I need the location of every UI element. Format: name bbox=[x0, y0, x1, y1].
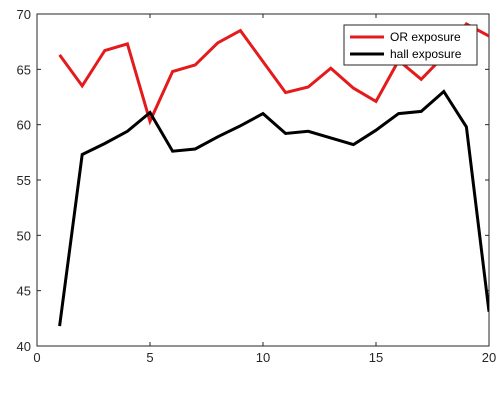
y-tick-label: 65 bbox=[17, 62, 31, 77]
x-axis-ticks: 0 5 10 15 20 bbox=[33, 14, 496, 365]
plot-frame bbox=[36, 13, 490, 347]
y-tick-label: 50 bbox=[17, 228, 31, 243]
x-tick-label: 20 bbox=[482, 350, 496, 365]
legend-label: hall exposure bbox=[390, 47, 462, 61]
x-tick-label: 5 bbox=[146, 350, 153, 365]
x-tick-label: 15 bbox=[369, 350, 383, 365]
y-tick-label: 40 bbox=[17, 339, 31, 354]
y-tick-label: 60 bbox=[17, 118, 31, 133]
legend-box bbox=[343, 24, 478, 66]
series-line-or-exposure bbox=[58, 22, 489, 126]
plot-area bbox=[36, 13, 490, 347]
y-tick-label: 70 bbox=[17, 7, 31, 22]
y-tick-label: 45 bbox=[17, 284, 31, 299]
y-axis-ticks: 40 45 50 55 60 65 70 bbox=[17, 7, 489, 354]
x-tick-label: 10 bbox=[256, 350, 270, 365]
series-line-hall-exposure bbox=[58, 89, 489, 327]
legend: OR exposure hall exposure bbox=[343, 24, 478, 66]
legend-label: OR exposure bbox=[390, 30, 461, 44]
y-tick-label: 55 bbox=[17, 173, 31, 188]
x-tick-label: 0 bbox=[33, 350, 40, 365]
series-layer bbox=[58, 22, 489, 327]
